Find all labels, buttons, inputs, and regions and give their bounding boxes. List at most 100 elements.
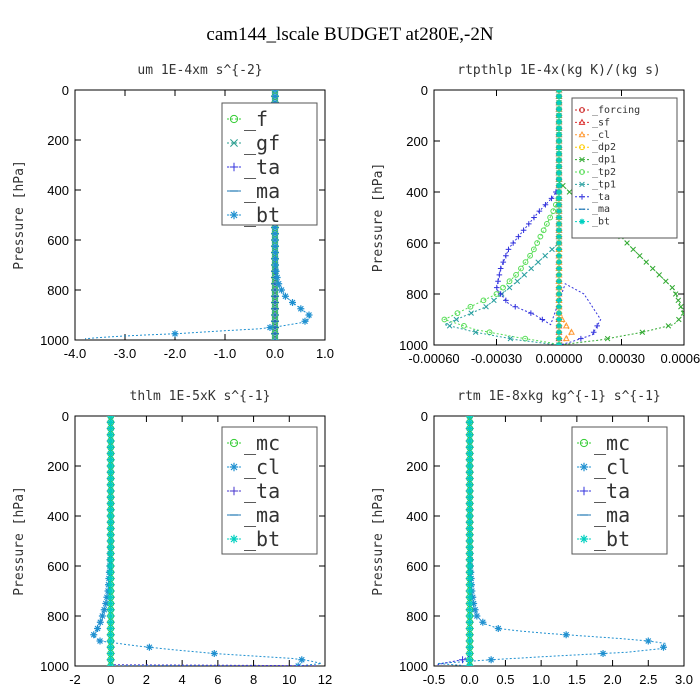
series-tp1 — [442, 90, 562, 345]
legend-label: _cl — [592, 130, 610, 141]
series-bt — [466, 416, 474, 666]
legend-label: _bt — [244, 203, 280, 227]
data-point — [275, 280, 283, 288]
legend-label: _ma — [244, 179, 280, 203]
x-tick-label: 0.0 — [461, 672, 479, 687]
data-point — [515, 233, 522, 240]
series-bt — [107, 416, 115, 666]
data-point — [466, 562, 474, 570]
panel-3: thlm 1E-5xK s^{-1} Pressure [hPa] -2 0 2 4 6 8 1… — [12, 389, 332, 687]
plot-frame — [74, 89, 326, 341]
data-point — [630, 246, 636, 253]
x-tick-label: -3.0 — [114, 346, 136, 361]
x-tick-label: 10 — [282, 672, 296, 687]
data-point — [107, 512, 115, 520]
panel-4: rtm 1E-8xkg kg^{-1} s^{-1} Pressure [hPa]… — [371, 389, 693, 687]
data-point — [494, 625, 502, 632]
data-point — [107, 600, 115, 607]
x-tick-label: 0.00000 — [536, 351, 583, 366]
data-point — [510, 240, 516, 246]
x-tick-label: 2.0 — [604, 672, 622, 687]
legend-label: _tp2 — [592, 167, 616, 178]
data-point — [107, 662, 115, 666]
legend: _mc_cl_ta_ma_bt — [221, 426, 318, 555]
data-point — [525, 221, 532, 227]
data-point — [604, 335, 611, 342]
data-point — [556, 278, 562, 285]
y-tick-label: 200 — [406, 134, 428, 149]
data-point — [107, 531, 115, 539]
data-point — [672, 291, 679, 297]
data-point — [272, 261, 279, 269]
data-point — [669, 284, 676, 291]
data-point — [461, 322, 467, 329]
data-point — [96, 618, 104, 626]
series-line — [110, 416, 317, 666]
data-point — [678, 303, 684, 310]
x-tick-label: 0.00030 — [598, 351, 645, 366]
data-point — [556, 265, 562, 272]
data-point — [107, 493, 115, 501]
data-point — [556, 150, 562, 157]
panel-title: um 1E-4xm s^{-2} — [137, 63, 262, 78]
data-point — [446, 323, 453, 329]
data-point — [467, 303, 474, 310]
legend-marker — [578, 130, 586, 138]
data-point — [531, 214, 537, 221]
y-axis-label: Pressure [hPa] — [371, 486, 386, 596]
data-point — [466, 581, 474, 589]
legend-label: _cl — [244, 455, 280, 479]
data-point — [466, 425, 474, 432]
x-tick-label: 12 — [318, 672, 332, 687]
legend-box — [571, 97, 678, 239]
legend-marker — [229, 114, 239, 124]
data-point — [102, 600, 110, 607]
data-point — [107, 506, 115, 514]
panel-title: rtm 1E-8xkg kg^{-1} s^{-1} — [457, 389, 661, 404]
panel-title: rtpthlp 1E-4x(kg K)/(kg s) — [457, 63, 661, 78]
legend: _forcing_sf _cl_dp2 _dp1_tp2_tp1 _ta_ma _bt — [571, 97, 678, 239]
data-point — [556, 182, 562, 189]
legend-marker — [579, 462, 589, 472]
legend-marker — [579, 156, 585, 163]
legend-marker — [229, 438, 239, 448]
panel-title: thlm 1E-5xK s^{-1} — [130, 389, 271, 404]
data-point — [649, 265, 656, 272]
data-point — [466, 625, 474, 632]
data-point — [663, 278, 669, 285]
data-point — [491, 297, 497, 304]
data-point — [556, 272, 562, 278]
data-point — [556, 329, 562, 336]
y-tick-label: 600 — [406, 236, 428, 251]
data-point — [556, 157, 562, 163]
data-point — [556, 170, 562, 176]
data-point — [512, 303, 519, 310]
legend-label: _ma — [592, 204, 610, 215]
data-point — [271, 230, 279, 238]
legend-label: _ta — [592, 192, 610, 203]
data-point — [107, 518, 115, 526]
data-point — [556, 316, 562, 323]
data-point — [472, 329, 479, 336]
data-point — [107, 656, 115, 664]
data-point — [594, 323, 600, 329]
data-point — [271, 242, 279, 250]
series-tp2 — [441, 90, 562, 345]
data-point — [273, 274, 281, 281]
data-point — [466, 600, 474, 607]
x-tick-label: 1.0 — [532, 672, 550, 687]
data-point — [281, 292, 289, 300]
data-point — [107, 416, 115, 420]
y-tick-label: 200 — [47, 133, 69, 148]
data-point — [107, 437, 115, 445]
y-axis-label: Pressure [hPa] — [12, 486, 27, 596]
data-point — [107, 550, 115, 557]
data-point — [556, 240, 562, 246]
data-point — [441, 316, 448, 323]
data-point — [543, 220, 550, 227]
data-point — [466, 531, 474, 539]
data-point — [556, 176, 562, 183]
data-point — [556, 106, 562, 112]
x-tick-label: 0.0 — [266, 346, 284, 361]
